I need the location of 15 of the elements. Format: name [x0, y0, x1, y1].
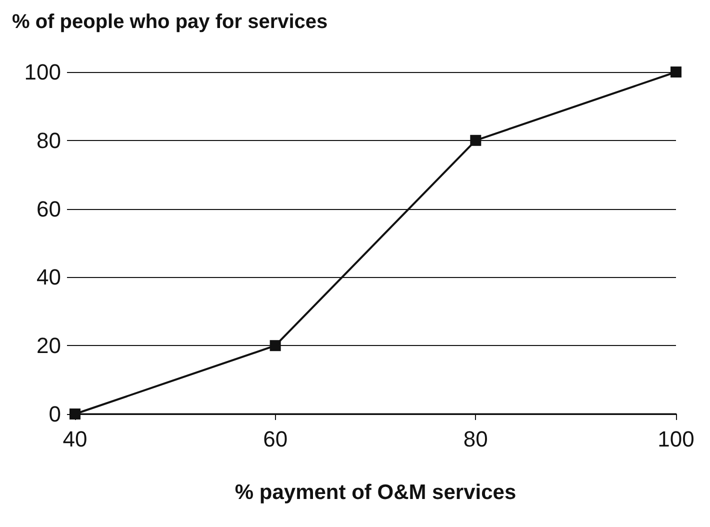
y-tick-label: 100: [24, 60, 61, 84]
y-tick-label: 80: [36, 128, 61, 153]
y-tick-label: 0: [48, 402, 61, 426]
y-tick-label: 40: [36, 264, 61, 290]
y-tick-label: 60: [36, 196, 61, 222]
x-tick-label: 100: [658, 426, 694, 452]
point: [670, 66, 682, 78]
point: [270, 340, 281, 352]
x-tick-label: 80: [463, 426, 488, 452]
y-axis-title: % of people who pay for services: [12, 11, 328, 33]
x-tick-label: 60: [263, 426, 288, 452]
y-tick-label: 20: [36, 333, 61, 358]
x-tick-label: 40: [62, 426, 88, 452]
x-axis-title: % payment of O&M services: [234, 481, 516, 504]
point: [470, 134, 482, 146]
